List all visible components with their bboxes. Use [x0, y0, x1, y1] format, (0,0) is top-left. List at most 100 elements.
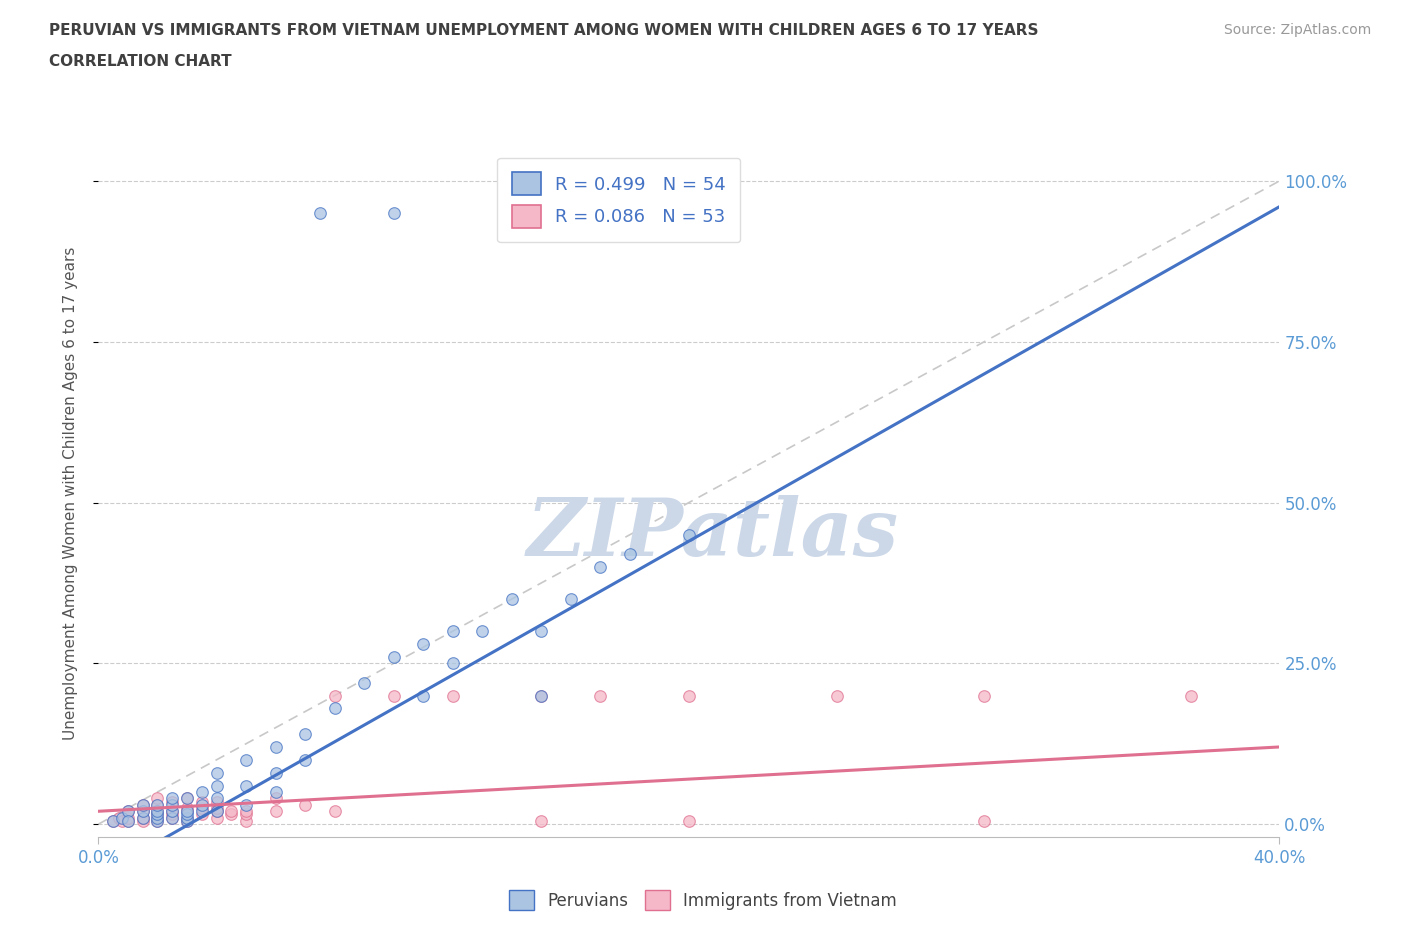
Point — [441, 688, 464, 703]
Legend: R = 0.499   N = 54, R = 0.086   N = 53: R = 0.499 N = 54, R = 0.086 N = 53 — [498, 158, 740, 242]
Point — [264, 804, 287, 818]
Text: CORRELATION CHART: CORRELATION CHART — [49, 54, 232, 69]
Point — [146, 797, 169, 812]
Point — [146, 804, 169, 818]
Point — [132, 814, 155, 829]
Point — [264, 785, 287, 800]
Point — [132, 804, 155, 818]
Point — [191, 801, 214, 816]
Point — [353, 675, 375, 690]
Point — [205, 804, 228, 818]
Point — [146, 814, 169, 829]
Point — [191, 785, 214, 800]
Point — [382, 206, 405, 220]
Point — [219, 804, 242, 818]
Point — [678, 814, 700, 829]
Point — [146, 810, 169, 825]
Point — [162, 810, 183, 825]
Point — [176, 810, 198, 825]
Point — [176, 804, 198, 818]
Point — [501, 591, 523, 606]
Point — [132, 804, 155, 818]
Point — [117, 814, 139, 829]
Point — [235, 778, 257, 793]
Point — [162, 804, 183, 818]
Point — [973, 688, 995, 703]
Point — [176, 807, 198, 822]
Point — [191, 797, 214, 812]
Point — [825, 688, 848, 703]
Point — [294, 797, 316, 812]
Point — [117, 810, 139, 825]
Point — [323, 688, 346, 703]
Point — [117, 814, 139, 829]
Point — [176, 814, 198, 829]
Point — [235, 797, 257, 812]
Point — [162, 807, 183, 822]
Point — [117, 804, 139, 818]
Point — [111, 810, 134, 825]
Point — [235, 807, 257, 822]
Point — [132, 810, 155, 825]
Point — [382, 688, 405, 703]
Point — [205, 810, 228, 825]
Point — [117, 804, 139, 818]
Point — [235, 752, 257, 767]
Point — [191, 794, 214, 809]
Point — [108, 810, 131, 825]
Point — [441, 624, 464, 639]
Point — [146, 797, 169, 812]
Point — [111, 814, 134, 829]
Text: ZIPatlas: ZIPatlas — [526, 496, 898, 573]
Point — [162, 794, 183, 809]
Point — [530, 688, 553, 703]
Point — [530, 688, 553, 703]
Point — [146, 807, 169, 822]
Legend: Peruvians, Immigrants from Vietnam: Peruvians, Immigrants from Vietnam — [502, 884, 904, 917]
Point — [132, 810, 155, 825]
Point — [678, 527, 700, 542]
Point — [205, 801, 228, 816]
Point — [176, 801, 198, 816]
Point — [205, 804, 228, 818]
Point — [235, 804, 257, 818]
Point — [264, 791, 287, 806]
Point — [619, 547, 641, 562]
Point — [530, 624, 553, 639]
Point — [132, 797, 155, 812]
Point — [560, 591, 582, 606]
Point — [294, 752, 316, 767]
Point — [309, 206, 332, 220]
Y-axis label: Unemployment Among Women with Children Ages 6 to 17 years: Unemployment Among Women with Children A… — [63, 246, 77, 739]
Point — [382, 649, 405, 664]
Point — [146, 814, 169, 829]
Point — [412, 637, 434, 652]
Point — [323, 804, 346, 818]
Point — [176, 814, 198, 829]
Point — [323, 701, 346, 716]
Point — [146, 810, 169, 825]
Point — [132, 797, 155, 812]
Point — [294, 726, 316, 741]
Text: PERUVIAN VS IMMIGRANTS FROM VIETNAM UNEMPLOYMENT AMONG WOMEN WITH CHILDREN AGES : PERUVIAN VS IMMIGRANTS FROM VIETNAM UNEM… — [49, 23, 1039, 38]
Point — [162, 804, 183, 818]
Point — [530, 814, 553, 829]
Point — [471, 624, 494, 639]
Point — [264, 739, 287, 754]
Point — [162, 797, 183, 812]
Point — [235, 814, 257, 829]
Point — [678, 688, 700, 703]
Point — [176, 791, 198, 806]
Point — [162, 791, 183, 806]
Point — [589, 688, 612, 703]
Point — [205, 794, 228, 809]
Point — [146, 804, 169, 818]
Point — [176, 810, 198, 825]
Point — [146, 791, 169, 806]
Point — [205, 765, 228, 780]
Point — [973, 814, 995, 829]
Point — [103, 814, 125, 829]
Point — [191, 804, 214, 818]
Text: Source: ZipAtlas.com: Source: ZipAtlas.com — [1223, 23, 1371, 37]
Point — [162, 810, 183, 825]
